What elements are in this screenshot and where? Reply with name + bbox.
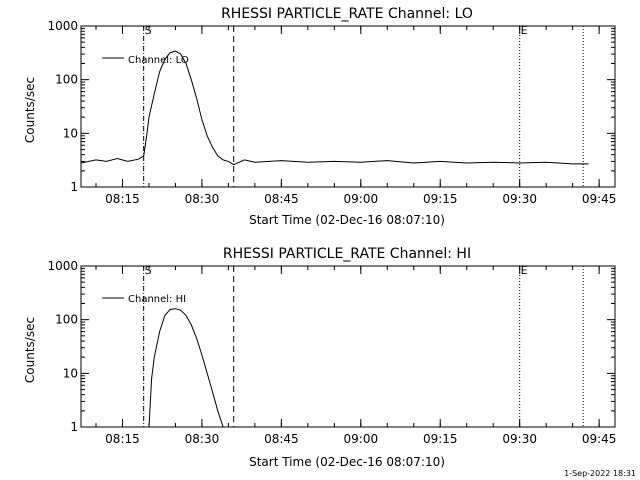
x-tick-label: 09:15 bbox=[423, 192, 458, 206]
x-tick-label: 08:30 bbox=[185, 192, 220, 206]
event-marker-label: E bbox=[521, 24, 528, 37]
panel-hi: RHESSI PARTICLE_RATE Channel: HI Start T… bbox=[23, 246, 616, 469]
y-tick-label: 10 bbox=[63, 126, 78, 140]
plot-frame bbox=[80, 265, 616, 428]
x-tick-label: 09:00 bbox=[344, 432, 379, 446]
y-tick-label: 10 bbox=[63, 366, 78, 380]
generation-timestamp: 1-Sep-2022 18:31 bbox=[564, 469, 636, 478]
plot-frame bbox=[80, 25, 616, 188]
x-tick-label: 08:45 bbox=[264, 192, 299, 206]
y-axis-label: Counts/sec bbox=[23, 77, 37, 143]
y-tick-label: 1000 bbox=[47, 259, 78, 273]
event-marker-label: E bbox=[521, 264, 528, 277]
x-tick-label: 08:45 bbox=[264, 432, 299, 446]
x-tick-label: 09:15 bbox=[423, 432, 458, 446]
legend-label: Channel: HI bbox=[128, 294, 186, 305]
y-axis-label: Counts/sec bbox=[23, 317, 37, 383]
chart-title: RHESSI PARTICLE_RATE Channel: LO bbox=[221, 6, 473, 22]
x-tick-label: 09:00 bbox=[344, 192, 379, 206]
legend-label: Channel: LO bbox=[128, 55, 189, 66]
x-tick-label: 08:30 bbox=[185, 432, 220, 446]
x-axis-label: Start Time (02-Dec-16 08:07:10) bbox=[249, 213, 445, 227]
y-tick-label: 1 bbox=[70, 180, 78, 194]
series-line bbox=[148, 308, 224, 428]
panel-lo: RHESSI PARTICLE_RATE Channel: LO Start T… bbox=[23, 6, 616, 227]
y-tick-label: 100 bbox=[55, 313, 78, 327]
y-tick-label: 1 bbox=[70, 420, 78, 434]
chart-title: RHESSI PARTICLE_RATE Channel: HI bbox=[223, 246, 471, 262]
x-axis-label: Start Time (02-Dec-16 08:07:10) bbox=[249, 455, 445, 469]
y-tick-label: 1000 bbox=[47, 19, 78, 33]
series-line bbox=[80, 50, 589, 166]
x-tick-label: 08:15 bbox=[105, 432, 140, 446]
x-tick-label: 09:30 bbox=[502, 432, 537, 446]
y-tick-label: 100 bbox=[55, 73, 78, 87]
x-tick-label: 09:30 bbox=[502, 192, 537, 206]
x-tick-label: 09:45 bbox=[582, 432, 617, 446]
x-tick-label: 09:45 bbox=[582, 192, 617, 206]
event-marker-label: S bbox=[145, 264, 152, 277]
x-tick-label: 08:15 bbox=[105, 192, 140, 206]
event-marker-label: S bbox=[145, 24, 152, 37]
